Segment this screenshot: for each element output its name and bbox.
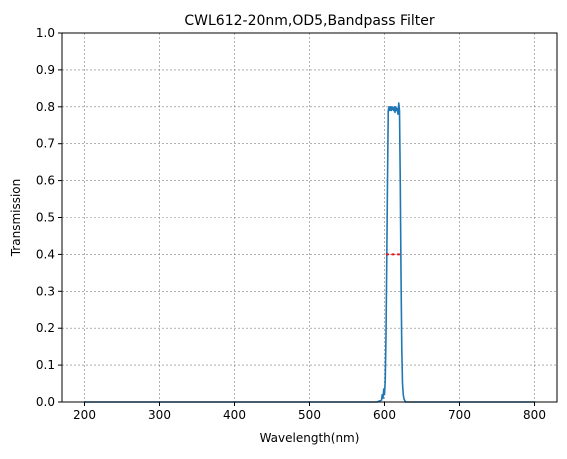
x-tick-label: 500 <box>298 408 321 422</box>
chart-title: CWL612-20nm,OD5,Bandpass Filter <box>184 13 434 29</box>
y-tick-label: 0.3 <box>36 284 55 298</box>
x-tick-label: 200 <box>73 408 96 422</box>
y-tick-label: 0.2 <box>36 321 55 335</box>
x-tick-label: 400 <box>223 408 246 422</box>
y-tick-label: 0.9 <box>36 63 55 77</box>
tick-layer: 200 300 400 500 600 700 800 0.0 0.1 0.2 0.3 0.4 0.5 0… <box>36 26 546 422</box>
y-tick-label: 1.0 <box>36 26 55 40</box>
y-tick-label: 0.5 <box>36 211 55 225</box>
y-tick-label: 0.8 <box>36 100 55 114</box>
x-tick-label: 800 <box>523 408 546 422</box>
y-tick-label: 0.4 <box>36 247 55 261</box>
y-tick-label: 0.6 <box>36 174 55 188</box>
y-tick-label: 0.7 <box>36 137 55 151</box>
y-axis-label: Transmission <box>9 179 23 258</box>
transmission-curve <box>83 102 536 403</box>
series-layer <box>83 102 536 403</box>
x-axis-label: Wavelength(nm) <box>260 431 360 445</box>
x-tick-label: 300 <box>148 408 171 422</box>
y-tick-label: 0.0 <box>36 395 55 409</box>
x-tick-label: 700 <box>448 408 471 422</box>
y-tick-label: 0.1 <box>36 358 55 372</box>
x-tick-label: 600 <box>373 408 396 422</box>
